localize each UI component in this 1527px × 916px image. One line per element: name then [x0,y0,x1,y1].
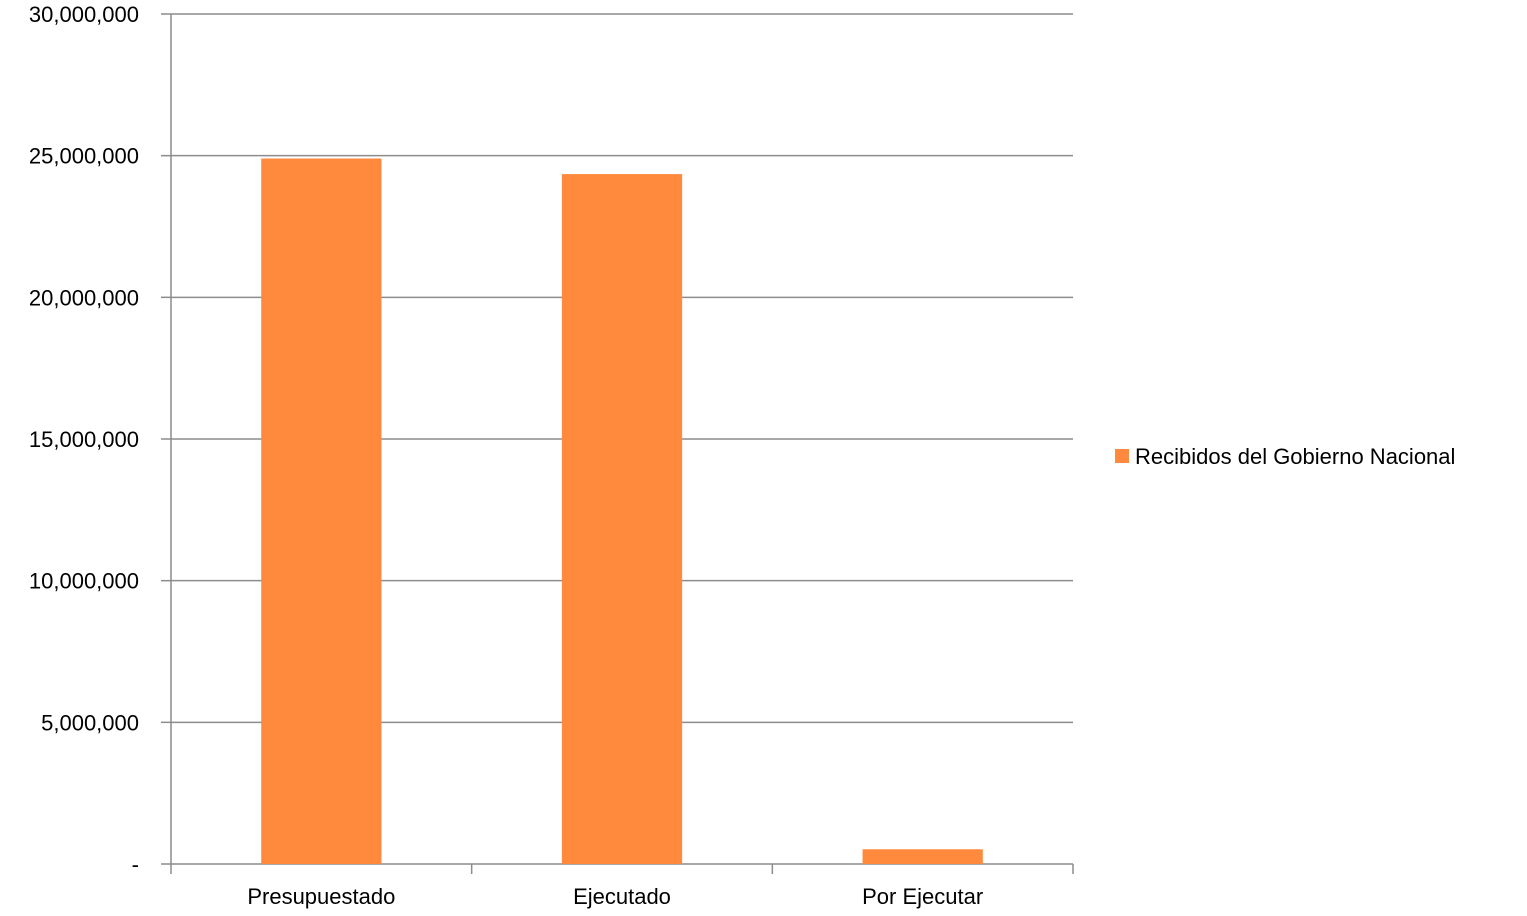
legend: Recibidos del Gobierno Nacional [1115,444,1455,469]
bar-por-ejecutar [862,849,983,864]
x-tick-label: Presupuestado [247,884,395,909]
legend-label: Recibidos del Gobierno Nacional [1135,444,1455,469]
bar-ejecutado [561,174,683,865]
legend-swatch [1115,449,1129,463]
x-tick-label: Por Ejecutar [862,884,983,909]
x-tick-labels: Presupuestado Ejecutado Por Ejecutar [247,884,983,909]
y-tick-labels: - 5,000,000 10,000,000 15,000,000 20,000,000… [29,2,139,877]
y-tick-label: 30,000,000 [29,2,139,27]
y-tick-label: 25,000,000 [29,144,139,169]
bar-presupuestado [261,158,382,864]
y-tick-label: 10,000,000 [29,569,139,594]
y-tick-label: - [132,852,139,877]
x-tick-label: Ejecutado [573,884,671,909]
y-tick-label: 5,000,000 [41,710,139,735]
bars [261,158,983,865]
y-tick-label: 15,000,000 [29,427,139,452]
y-tick-label: 20,000,000 [29,285,139,310]
